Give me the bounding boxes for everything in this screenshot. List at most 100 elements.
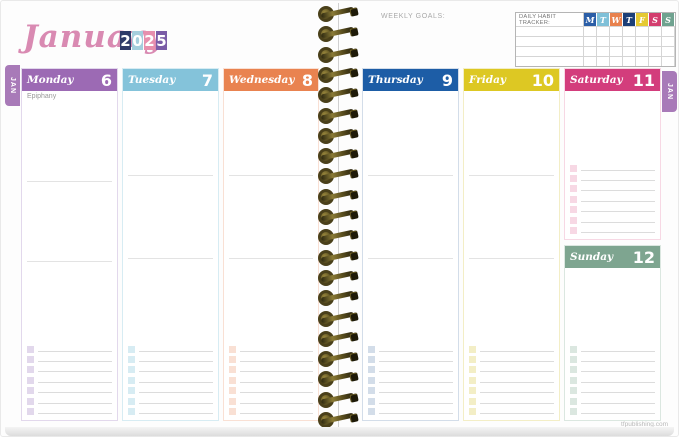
checklist-line <box>139 381 213 383</box>
checklist-row <box>570 353 655 364</box>
checklist-row <box>570 405 655 415</box>
checklist-row <box>570 342 655 353</box>
checklist-line <box>581 402 655 404</box>
checkbox-icon <box>128 345 135 353</box>
checklist-row <box>128 373 213 384</box>
tracker-grid <box>516 26 675 66</box>
checklist-line <box>379 370 453 373</box>
checklist-row <box>128 405 213 415</box>
checklist-line <box>480 391 554 394</box>
day-column-thursday: Thursday 9 <box>362 68 459 421</box>
spiral-coil <box>317 5 361 22</box>
tracker-empty-row <box>516 36 675 46</box>
holiday-note: Epiphany <box>27 93 57 100</box>
checklist-row <box>229 342 313 353</box>
checklist-row <box>229 353 313 364</box>
checklist-row <box>229 394 313 405</box>
checklist-row <box>128 394 213 405</box>
day-writing-area <box>565 268 660 420</box>
tracker-empty-row <box>516 46 675 56</box>
spiral-coil <box>317 66 361 83</box>
spiral-coil <box>317 249 361 266</box>
tracker-day-cell: T <box>623 13 636 26</box>
checkbox-icon <box>469 376 476 384</box>
checklist-row <box>229 405 313 415</box>
checklist-row <box>570 161 655 172</box>
checkbox-icon <box>368 408 375 415</box>
checkbox-icon <box>469 366 476 374</box>
spiral-coil <box>317 269 361 286</box>
checklist-line <box>581 200 655 202</box>
page-spine-line <box>338 3 339 436</box>
spiral-coil <box>317 228 361 246</box>
tracker-day-cell: S <box>649 13 662 26</box>
page-edge-shadow <box>5 427 674 436</box>
checkbox-icon <box>469 356 476 364</box>
spiral-coil <box>317 127 361 144</box>
month-tab-left: JAN <box>5 65 20 106</box>
checkbox-icon <box>128 376 135 384</box>
day-date: 9 <box>441 70 453 90</box>
day-sections <box>368 93 453 340</box>
checklist-line <box>38 402 112 404</box>
checklist-line <box>379 381 453 383</box>
day-name: Monday <box>27 74 74 86</box>
day-checklist <box>27 340 112 415</box>
checkbox-icon <box>128 387 135 395</box>
checkbox-icon <box>128 366 135 374</box>
checkbox-icon <box>570 387 577 395</box>
checklist-row <box>570 224 655 234</box>
checklist-line <box>581 350 655 352</box>
checkbox-icon <box>27 397 34 405</box>
spiral-coil <box>317 167 361 185</box>
checkbox-icon <box>27 408 34 415</box>
checklist-line <box>379 412 453 414</box>
day-checklist <box>368 340 453 415</box>
checklist-row <box>368 342 453 353</box>
day-column-wednesday: Wednesday 8 <box>223 68 319 421</box>
checklist-line <box>480 412 554 414</box>
day-sections <box>469 93 554 340</box>
day-date: 11 <box>632 70 655 90</box>
checklist-row <box>128 353 213 364</box>
checkbox-icon <box>469 397 476 405</box>
checklist-line <box>581 391 655 394</box>
checklist-line <box>480 350 554 352</box>
day-checklist <box>570 159 655 234</box>
checklist-line <box>240 412 313 414</box>
checklist-row <box>229 373 313 384</box>
checkbox-icon <box>128 408 135 415</box>
checkbox-icon <box>570 195 577 203</box>
spiral-binding <box>317 3 361 436</box>
checkbox-icon <box>368 376 375 384</box>
checkbox-icon <box>469 408 476 415</box>
checkbox-icon <box>27 387 34 395</box>
checklist-line <box>240 391 313 394</box>
checklist-line <box>240 381 313 383</box>
checklist-line <box>379 391 453 394</box>
spiral-coil <box>317 330 361 347</box>
checkbox-icon <box>570 164 577 172</box>
checkbox-icon <box>229 397 236 405</box>
checkbox-icon <box>229 408 236 415</box>
day-column-sunday: Sunday 12 <box>564 245 661 421</box>
checklist-row <box>469 384 554 395</box>
checklist-line <box>240 350 313 352</box>
checklist-line <box>480 402 554 404</box>
checklist-line <box>139 391 213 394</box>
day-column-tuesday: Tuesday 7 <box>122 68 219 421</box>
checklist-row <box>469 394 554 405</box>
checklist-line <box>581 189 655 192</box>
checklist-row <box>469 353 554 364</box>
day-name: Friday <box>469 74 507 86</box>
checkbox-icon <box>469 345 476 353</box>
publisher-website: tfpublishing.com <box>621 421 668 428</box>
day-writing-area <box>363 91 458 420</box>
checklist-row <box>368 373 453 384</box>
day-date: 6 <box>100 70 112 90</box>
checkbox-icon <box>570 206 577 214</box>
day-sections <box>128 93 213 340</box>
day-column-friday: Friday 10 <box>463 68 560 421</box>
